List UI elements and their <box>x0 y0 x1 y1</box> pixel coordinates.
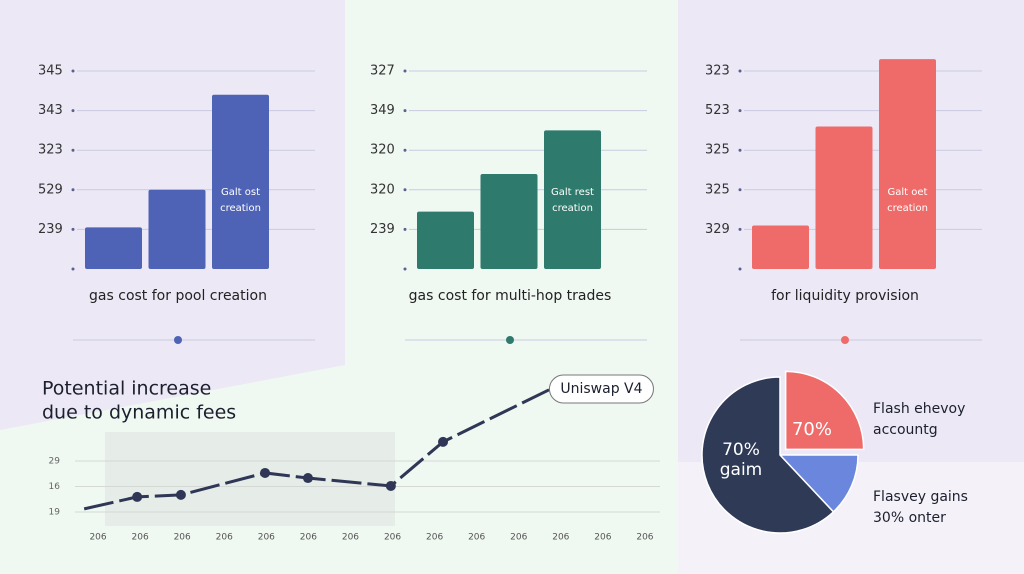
pie-slice <box>784 370 865 451</box>
bar <box>752 225 809 269</box>
tick-dot <box>403 188 407 192</box>
divider-dot <box>506 336 514 344</box>
chart-title: Potential increase <box>42 378 211 400</box>
x-tick-label: 206 <box>552 533 569 543</box>
bar-annotation: Galt ost <box>221 187 260 198</box>
x-tick-label: 206 <box>174 533 191 543</box>
y-tick-label: 323 <box>705 64 730 79</box>
pie-annotation: Flash ehevoy <box>873 401 965 417</box>
bar-annotation: Galt oet <box>888 187 928 198</box>
y-tick-label: 323 <box>38 143 63 158</box>
bar-annotation: Galt rest <box>551 187 594 198</box>
y-tick-label: 325 <box>705 143 730 158</box>
line-point <box>385 480 396 491</box>
tick-dot <box>403 148 407 152</box>
tick-dot <box>738 69 742 73</box>
y-tick-label: 16 <box>49 482 61 492</box>
tick-dot <box>738 148 742 152</box>
y-tick-label: 349 <box>370 103 395 118</box>
tick-dot <box>738 188 742 192</box>
y-tick-label: 529 <box>38 182 63 197</box>
x-tick-label: 206 <box>216 533 233 543</box>
line-point <box>132 491 143 502</box>
y-tick-label: 523 <box>705 103 730 118</box>
y-tick-label: 19 <box>49 507 61 517</box>
x-tick-label: 206 <box>132 533 149 543</box>
bar <box>148 189 206 269</box>
y-tick-label: 239 <box>370 222 395 237</box>
shade <box>105 432 395 526</box>
x-tick-label: 206 <box>594 533 611 543</box>
x-tick-label: 206 <box>89 533 106 543</box>
x-tick-label: 206 <box>468 533 485 543</box>
pie-annotation: 70% <box>792 419 832 440</box>
tick-dot <box>71 109 75 113</box>
bar-annotation: creation <box>220 203 261 214</box>
y-tick-label: 325 <box>705 182 730 197</box>
x-tick-label: 206 <box>300 533 317 543</box>
tick-dot <box>738 109 742 113</box>
y-tick-label: 343 <box>38 103 63 118</box>
x-tick-label: 206 <box>426 533 443 543</box>
tick-dot <box>71 188 75 192</box>
x-tick-label: 206 <box>384 533 401 543</box>
y-tick-label: 320 <box>370 143 395 158</box>
pie-slice <box>778 454 859 513</box>
bar <box>815 126 873 269</box>
tick-dot <box>403 69 407 73</box>
x-tick-label: 206 <box>636 533 653 543</box>
y-tick-label: 329 <box>705 222 730 237</box>
bar <box>212 94 269 269</box>
pie-annotation: Flasvey gains <box>873 489 968 505</box>
y-tick-label: 345 <box>38 64 63 79</box>
y-tick-label: 320 <box>370 182 395 197</box>
pie-annotation: 30% onter <box>873 510 946 526</box>
pie-annotation: 70% <box>722 440 760 460</box>
bar <box>85 227 142 269</box>
tick-dot <box>71 227 75 231</box>
tick-dot <box>71 69 75 73</box>
axis-dot <box>738 267 742 271</box>
bar <box>417 211 474 269</box>
axis-dot <box>403 267 407 271</box>
tick-dot <box>71 148 75 152</box>
bar <box>480 173 538 269</box>
chart-title: gas cost for multi-hop trades <box>409 288 612 304</box>
pie-annotation: accountg <box>873 422 938 438</box>
tick-dot <box>738 227 742 231</box>
line-annotation: Uniswap V4 <box>560 381 642 397</box>
tick-dot <box>403 109 407 113</box>
x-tick-label: 206 <box>258 533 275 543</box>
line-point <box>302 473 313 484</box>
x-tick-label: 206 <box>342 533 359 543</box>
divider-dot <box>841 336 849 344</box>
y-tick-label: 327 <box>370 64 395 79</box>
bar <box>879 59 936 270</box>
chart-title: for liquidity provision <box>771 288 919 304</box>
annotation-box <box>548 374 654 404</box>
axis-dot <box>71 267 75 271</box>
line-point <box>260 467 271 478</box>
tick-dot <box>403 227 407 231</box>
chart-title: due to dynamic fees <box>42 402 236 424</box>
line <box>83 388 551 511</box>
y-tick-label: 239 <box>38 222 63 237</box>
x-tick-label: 206 <box>510 533 527 543</box>
divider-dot <box>174 336 182 344</box>
pie-slice <box>701 376 835 534</box>
line-point <box>438 436 449 447</box>
bar-annotation: creation <box>552 203 593 214</box>
chart-title: gas cost for pool creation <box>89 288 267 304</box>
line-point <box>175 489 186 500</box>
bar-annotation: creation <box>887 203 928 214</box>
bar <box>544 130 601 269</box>
pie-annotation: gaim <box>720 460 763 480</box>
y-tick-label: 29 <box>49 456 61 466</box>
